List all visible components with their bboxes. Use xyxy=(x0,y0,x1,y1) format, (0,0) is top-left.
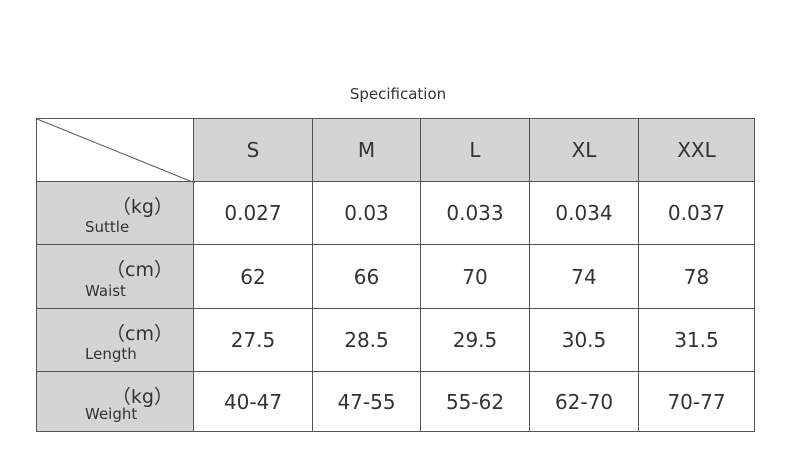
corner-cell xyxy=(36,118,195,183)
table-cell: 29.5 xyxy=(420,308,530,372)
row-unit: （cm） xyxy=(106,259,173,281)
table-cell: 40-47 xyxy=(193,371,313,432)
table-cell: 62-70 xyxy=(529,371,639,432)
row-unit: （kg） xyxy=(111,196,173,218)
column-header: XXL xyxy=(638,118,755,182)
row-header: （cm） Waist xyxy=(36,244,194,309)
table-cell: 74 xyxy=(529,244,639,309)
table-cell: 0.037 xyxy=(638,181,755,245)
row-label: Weight xyxy=(85,405,138,423)
row-unit: （kg） xyxy=(111,386,173,408)
column-header: M xyxy=(312,118,421,182)
table-cell: 27.5 xyxy=(193,308,313,372)
table-cell: 66 xyxy=(312,244,421,309)
table-cell: 78 xyxy=(638,244,755,309)
row-label: Suttle xyxy=(85,218,130,236)
table-cell: 70 xyxy=(420,244,530,309)
row-unit: （cm） xyxy=(106,323,173,345)
table-title: Specification xyxy=(349,85,447,103)
table-cell: 31.5 xyxy=(638,308,755,372)
column-header: XL xyxy=(529,118,639,182)
row-header: （kg） Suttle xyxy=(36,181,194,245)
table-cell: 28.5 xyxy=(312,308,421,372)
row-header: （kg） Weight xyxy=(36,371,194,432)
column-header: L xyxy=(420,118,530,182)
table-cell: 0.034 xyxy=(529,181,639,245)
row-header: （cm） Length xyxy=(36,308,194,372)
diagonal xyxy=(37,119,195,183)
row-label: Length xyxy=(85,345,137,363)
table-cell: 0.027 xyxy=(193,181,313,245)
table-cell: 70-77 xyxy=(638,371,755,432)
table-cell: 55-62 xyxy=(420,371,530,432)
table-cell: 30.5 xyxy=(529,308,639,372)
table-cell: 0.03 xyxy=(312,181,421,245)
table-cell: 62 xyxy=(193,244,313,309)
table-cell: 0.033 xyxy=(420,181,530,245)
row-label: Waist xyxy=(85,282,126,300)
table-cell: 47-55 xyxy=(312,371,421,432)
column-header: S xyxy=(193,118,313,182)
